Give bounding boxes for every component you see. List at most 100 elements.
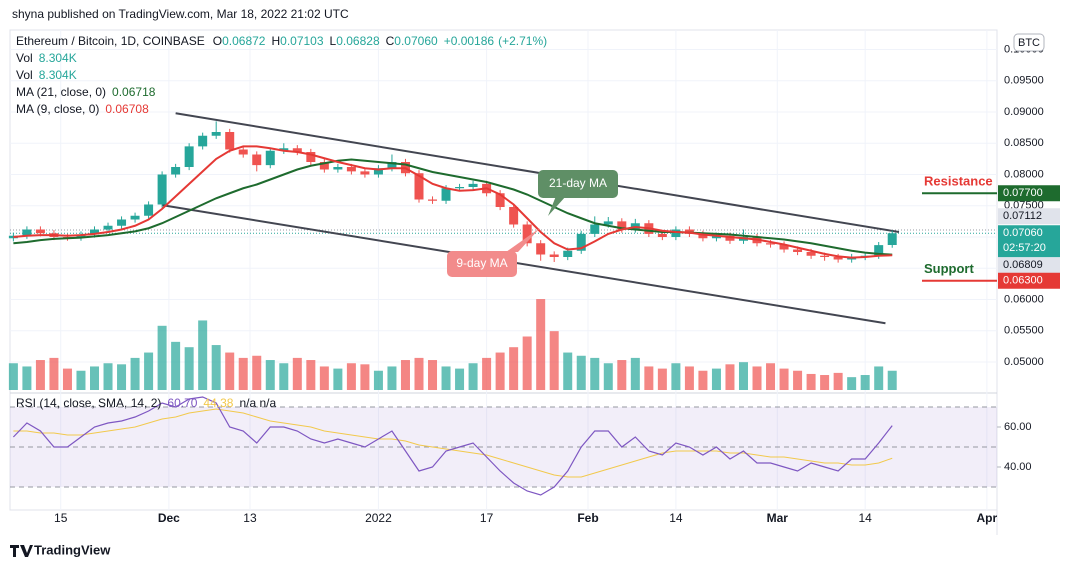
callout-text: 21-day MA — [549, 176, 607, 190]
volume-bar — [522, 336, 532, 390]
logo-mark — [10, 545, 33, 557]
candle-body — [536, 243, 546, 255]
candle-body — [157, 174, 167, 205]
candle-body — [495, 193, 505, 207]
footer-brand: TradingView — [34, 542, 111, 557]
volume-bar — [725, 364, 735, 390]
volume-bar — [495, 352, 505, 390]
candle-body — [373, 168, 383, 175]
candle-body — [238, 149, 248, 155]
legend-row: RSI (14, close, SMA, 14, 2) 60.70 44.38 n/a… — [16, 396, 276, 410]
volume-bar — [238, 357, 248, 390]
x-tick-label: 15 — [54, 511, 68, 525]
candle-body — [279, 148, 289, 151]
x-tick-label: Apr — [977, 511, 998, 525]
x-tick-label: 14 — [669, 511, 683, 525]
currency-pill — [1013, 33, 1045, 52]
volume-bar — [793, 370, 803, 390]
candle-body — [8, 235, 18, 239]
legend-row: MA (21, close, 0) 0.06718 — [16, 85, 156, 99]
y-tick-label: 0.08000 — [1004, 168, 1044, 180]
candle-body — [509, 207, 519, 225]
candle-body — [590, 224, 600, 234]
legend-item: C — [386, 34, 395, 48]
volume-bar — [563, 352, 573, 390]
candle-body — [144, 204, 154, 216]
volume-bar — [441, 366, 451, 390]
legend-item: n/a n/a — [239, 396, 276, 410]
volume-bar — [766, 363, 776, 390]
legend-row: Vol 8.304K — [16, 68, 77, 82]
rsi-pane — [10, 396, 1001, 496]
candle-body — [117, 219, 127, 226]
price-pane: Resistance Support — [8, 112, 997, 325]
candle-body — [130, 215, 140, 220]
volume-bar — [8, 363, 18, 390]
x-tick-label: 2022 — [365, 511, 392, 525]
volume-bar — [603, 363, 613, 390]
x-tick-label: 14 — [858, 511, 872, 525]
volume-bar — [874, 366, 884, 390]
volume-bar — [590, 357, 600, 390]
volume-bar — [549, 331, 559, 390]
volume-bar — [211, 345, 221, 390]
candle-body — [184, 146, 194, 167]
ma-line — [13, 158, 893, 256]
volume-bar — [860, 375, 870, 390]
candle-body — [779, 244, 789, 250]
volume-bar — [698, 370, 708, 390]
y-tick-label: 0.09500 — [1004, 75, 1044, 87]
volume-bar — [157, 325, 167, 390]
volume-bar — [576, 355, 586, 390]
volume-bar — [117, 364, 127, 390]
volume-bar — [35, 360, 45, 390]
candle-body — [576, 233, 586, 251]
candle-body — [793, 249, 803, 252]
price-label-bg — [998, 225, 1060, 258]
volume-bar — [455, 368, 465, 390]
volume-bar — [225, 352, 235, 390]
candle-body — [319, 162, 329, 170]
candle-body — [292, 148, 302, 152]
y-tick-label: 0.05000 — [1004, 356, 1044, 368]
legend-item: 0.06872 — [222, 34, 266, 48]
volume-bar — [252, 355, 262, 390]
price-label: 0.06809 — [1003, 259, 1043, 271]
rsi-tick-label: 60.00 — [1004, 421, 1032, 433]
callout-text: 9-day MA — [456, 256, 507, 270]
legend-item: H — [271, 34, 280, 48]
candle-body — [603, 221, 613, 225]
volume-bar — [671, 363, 681, 390]
volume-bar — [49, 357, 59, 390]
price-label: 0.07112 — [1003, 210, 1042, 222]
price-label: 0.07700 — [1003, 187, 1043, 199]
volume-bar — [400, 360, 410, 390]
volume-bar — [468, 363, 478, 390]
candle-body — [522, 224, 532, 244]
price-label-bg — [998, 272, 1060, 289]
price-label-bg — [998, 257, 1060, 274]
currency: BTC — [1018, 37, 1040, 49]
candle-body — [671, 229, 681, 237]
candle-body — [563, 250, 573, 257]
candle-body — [211, 132, 221, 136]
candle-body — [887, 233, 897, 245]
volume-bar — [198, 320, 208, 390]
y-tick-label: 0.05500 — [1004, 325, 1044, 337]
legend-item: RSI (14, close, SMA, 14, 2) — [16, 396, 161, 410]
candle-body — [711, 235, 721, 239]
volume-bar — [779, 368, 789, 390]
candle-body — [468, 183, 478, 187]
legend-row: MA (9, close, 0) 0.06708 — [16, 102, 149, 116]
candle-body — [252, 154, 262, 166]
legend-row: Ethereum / Bitcoin, 1D, COINBASE O0.06872… — [16, 34, 547, 48]
publish-header: shyna published on TradingView.com, Mar … — [12, 7, 349, 21]
price-axis: 0.050000.055000.060000.065000.070000.075… — [998, 33, 1060, 473]
volume-bar — [644, 366, 654, 390]
candle-body — [171, 167, 181, 175]
rsi-line — [12, 396, 893, 496]
candle-body — [766, 243, 776, 245]
candle-body — [657, 233, 667, 237]
legend-item: L — [330, 34, 337, 48]
